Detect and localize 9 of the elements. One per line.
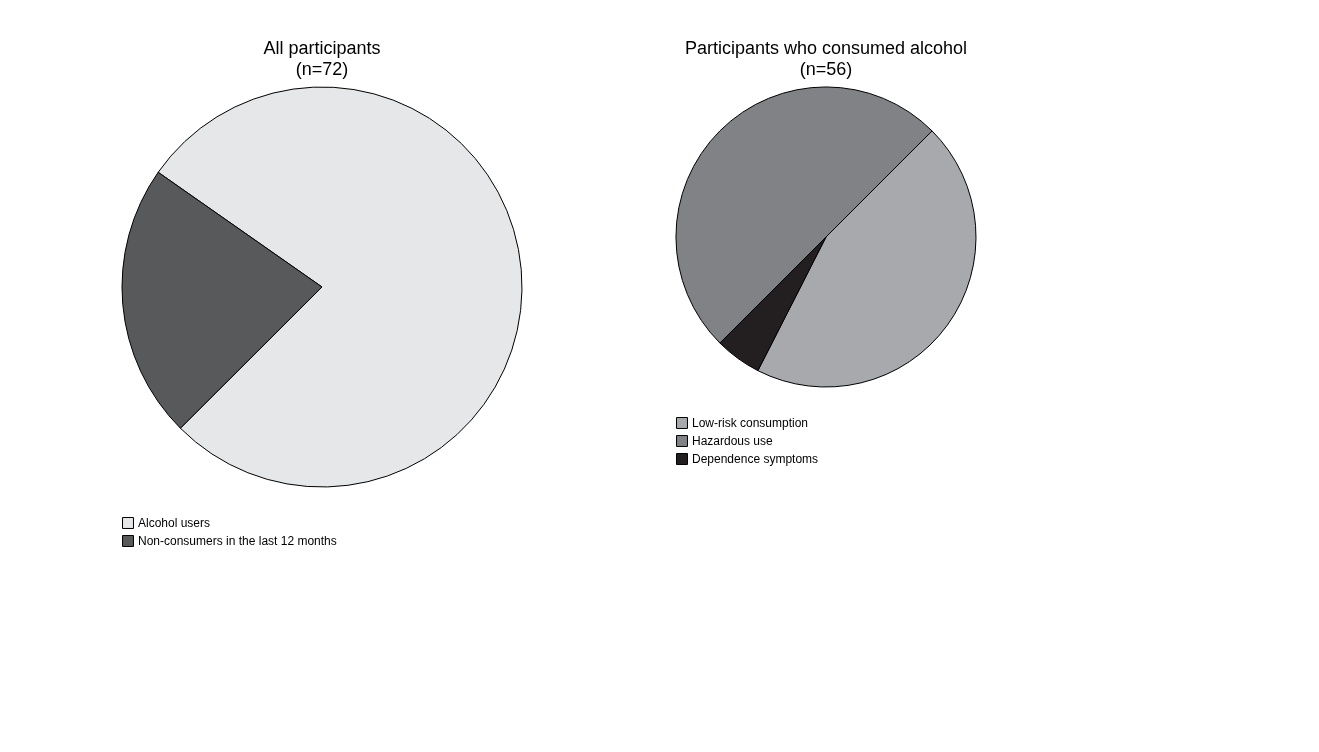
legend-label: Non-consumers in the last 12 months bbox=[138, 534, 337, 548]
legend-label: Hazardous use bbox=[692, 434, 774, 448]
chart-title: Participants who consumed alcohol bbox=[684, 38, 968, 58]
legend-label: Alcohol users bbox=[138, 516, 211, 530]
chart-title: All participants bbox=[263, 38, 381, 58]
chart-subtitle: (n=72) bbox=[295, 59, 349, 79]
chart-subtitle: (n=56) bbox=[799, 59, 853, 79]
legend-label: Dependence symptoms bbox=[692, 452, 819, 466]
legend-label: Low-risk consumption bbox=[692, 416, 809, 430]
